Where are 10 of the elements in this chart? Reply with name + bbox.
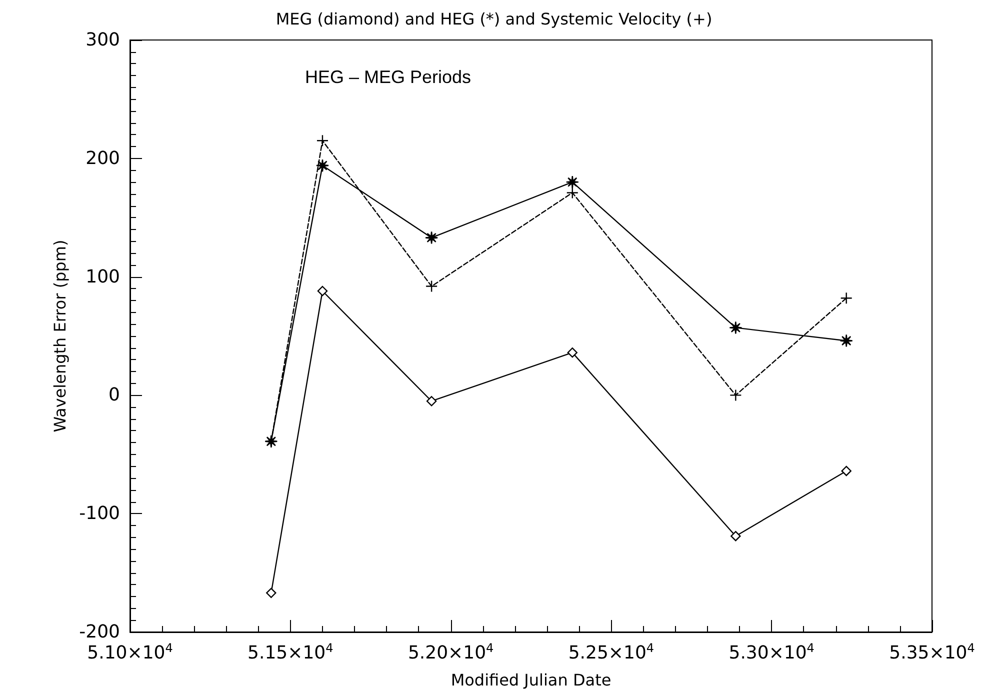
y-tick-label: 200 [86,148,120,169]
x-axis-title: Modified Julian Date [450,670,612,690]
chart-title: MEG (diamond) and HEG (*) and Systemic Velocity (+) [276,10,712,28]
y-axis-title: Wavelength Error (ppm) [50,240,70,432]
y-tick-label: 0 [108,384,120,406]
y-tick-label: -100 [79,503,120,524]
y-tick-label: 100 [86,266,120,288]
y-tick-label: -200 [79,622,120,642]
y-tick-label: 300 [86,30,120,50]
annotation: HEG – MEG Periods [305,67,472,87]
